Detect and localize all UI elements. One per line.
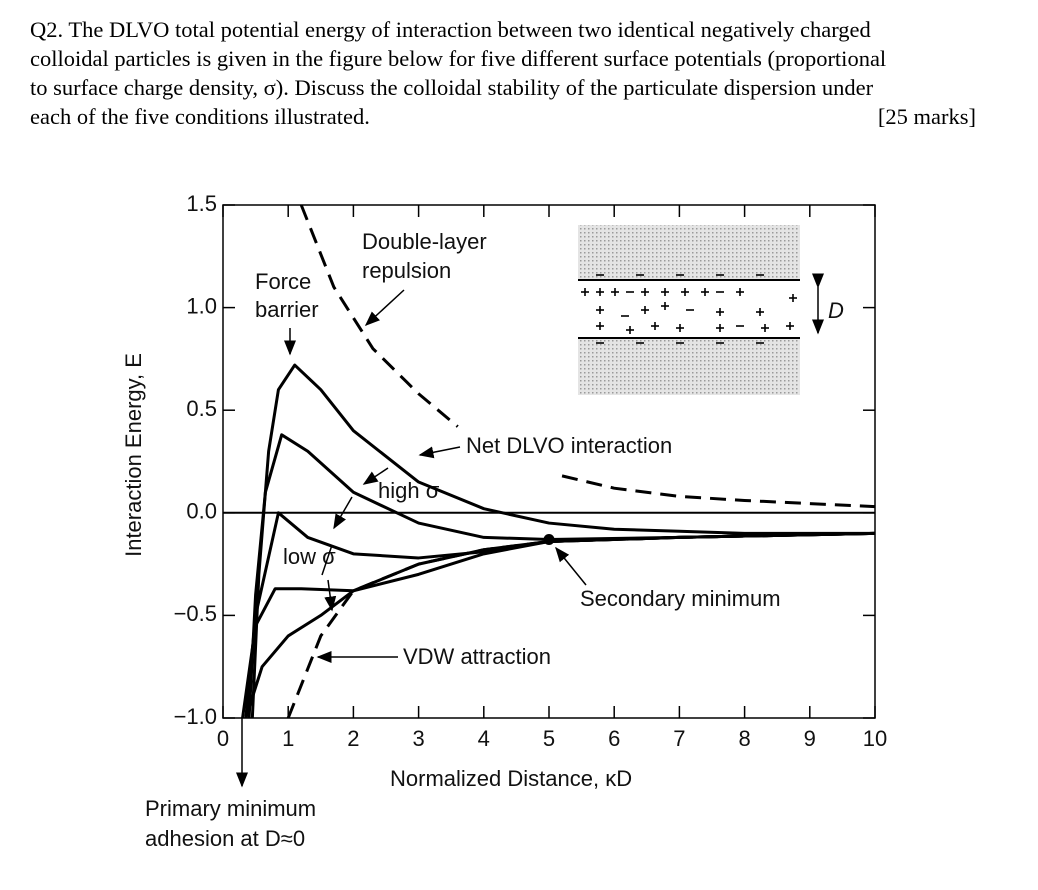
annotation: barrier bbox=[255, 297, 319, 322]
question-line: Q2. The DLVO total potential energy of i… bbox=[30, 17, 871, 42]
x-tick-label: 8 bbox=[738, 726, 750, 751]
annotation: repulsion bbox=[362, 258, 451, 283]
x-tick-label: 5 bbox=[543, 726, 555, 751]
annotation: Secondary minimum bbox=[580, 586, 781, 611]
curve bbox=[299, 204, 876, 509]
annotation: VDW attraction bbox=[403, 644, 551, 669]
arrow bbox=[364, 289, 405, 327]
curve bbox=[286, 531, 876, 719]
y-tick-label: 1.5 bbox=[186, 191, 217, 216]
gap-label: D bbox=[828, 298, 844, 323]
curve bbox=[241, 531, 876, 719]
x-tick-label: 0 bbox=[217, 726, 229, 751]
y-tick-label: −1.0 bbox=[174, 704, 217, 729]
curve bbox=[250, 363, 875, 719]
x-tick-label: 9 bbox=[804, 726, 816, 751]
inset: D bbox=[578, 225, 844, 395]
y-axis-label: Interaction Energy, E bbox=[121, 353, 146, 557]
x-tick-label: 1 bbox=[282, 726, 294, 751]
y-tick-label: 1.0 bbox=[186, 293, 217, 318]
curve bbox=[244, 531, 876, 719]
arrow bbox=[362, 467, 389, 485]
x-tick-label: 10 bbox=[863, 726, 887, 751]
y-tick-label: 0.5 bbox=[186, 396, 217, 421]
x-tick-label: 3 bbox=[412, 726, 424, 751]
question-line: colloidal particles is given in the figu… bbox=[30, 46, 887, 71]
annotation: Double-layer bbox=[362, 229, 487, 254]
x-tick-label: 6 bbox=[608, 726, 620, 751]
charges bbox=[581, 274, 797, 344]
annotation: low σ bbox=[283, 544, 336, 569]
y-tick-label: −0.5 bbox=[174, 601, 217, 626]
y-tick-label: 0.0 bbox=[186, 499, 217, 524]
arrow bbox=[418, 446, 461, 459]
annotation: Net DLVO interaction bbox=[466, 433, 672, 458]
secondary-minimum bbox=[543, 533, 555, 545]
plate bbox=[578, 225, 800, 280]
annotation: high σ bbox=[378, 478, 440, 503]
annotation: Force bbox=[255, 269, 311, 294]
x-tick-label: 7 bbox=[673, 726, 685, 751]
x-tick-label: 4 bbox=[478, 726, 490, 751]
x-axis-label: Normalized Distance, κD bbox=[390, 766, 632, 791]
question-line: to surface charge density, σ). Discuss t… bbox=[30, 75, 874, 100]
annotation: Primary minimum bbox=[145, 796, 316, 821]
arrow bbox=[321, 544, 333, 576]
question-line: each of the five conditions illustrated. bbox=[30, 104, 370, 129]
x-tick-label: 2 bbox=[347, 726, 359, 751]
annotation: adhesion at D≈0 bbox=[145, 826, 305, 851]
arrow bbox=[324, 579, 337, 612]
marks: [25 marks] bbox=[877, 104, 976, 129]
plate bbox=[578, 338, 800, 395]
curve bbox=[244, 511, 876, 719]
arrow bbox=[555, 546, 587, 586]
